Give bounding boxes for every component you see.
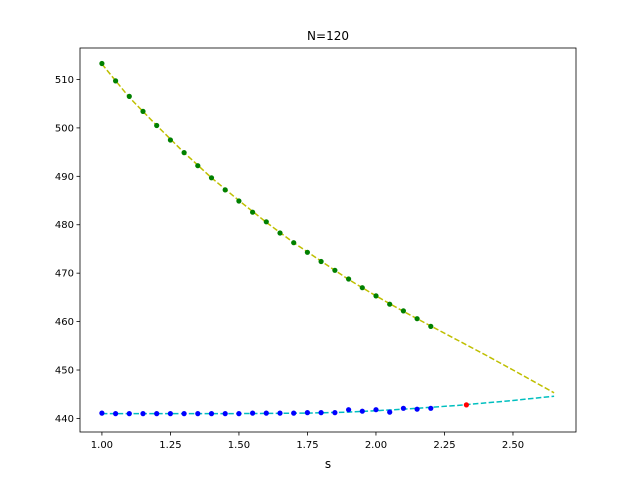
- series-3-point: [428, 405, 434, 411]
- y-tick-label: 450: [55, 366, 74, 377]
- series-1-point: [414, 316, 420, 322]
- series-3-point: [236, 411, 242, 417]
- y-tick-label: 440: [55, 414, 74, 425]
- series-3-point: [99, 410, 105, 416]
- series-3-point: [304, 410, 310, 416]
- series-1-point: [400, 308, 406, 314]
- series-3-point: [140, 411, 146, 417]
- series-3-point: [250, 410, 256, 416]
- y-axis: 440 450 460 470 480 490 500 510: [55, 75, 80, 425]
- series-3-point: [126, 411, 132, 417]
- x-tick-label: 2.50: [502, 440, 524, 451]
- series-1-point: [428, 323, 434, 329]
- plot-area: [99, 60, 555, 417]
- series-3-point: [291, 410, 297, 416]
- series-3-point: [346, 407, 352, 413]
- series-1-point: [387, 301, 393, 307]
- series-1-point: [167, 137, 173, 143]
- series-3-point: [359, 408, 365, 414]
- series-1-point: [291, 240, 297, 246]
- series-1-point: [263, 219, 269, 225]
- series-1-point: [236, 198, 242, 204]
- series-1-point: [250, 209, 256, 215]
- x-tick-label: 1.25: [159, 440, 181, 451]
- series-1-point: [222, 187, 228, 193]
- series-1-point: [373, 293, 379, 299]
- series-1-point: [195, 163, 201, 169]
- y-tick-label: 510: [55, 75, 74, 86]
- series-1-point: [126, 93, 132, 99]
- y-tick-label: 500: [55, 123, 74, 134]
- series-3-point: [113, 411, 119, 417]
- series-3-point: [373, 407, 379, 413]
- series-1-point: [154, 122, 160, 129]
- series-1-point: [304, 249, 310, 255]
- series-3-point: [400, 405, 406, 411]
- series-3-point: [414, 406, 420, 412]
- y-tick-label: 490: [55, 172, 74, 183]
- series-1-point: [113, 78, 119, 84]
- series-4-point: [463, 402, 469, 408]
- series-1-point: [359, 285, 365, 291]
- x-tick-label: 1.50: [228, 440, 250, 451]
- series-1-point: [318, 258, 324, 265]
- x-tick-label: 2.25: [433, 440, 455, 451]
- x-tick-label: 1.00: [91, 440, 113, 451]
- series-1-point: [332, 267, 338, 273]
- series-1-point: [140, 108, 146, 114]
- x-axis-label: s: [325, 457, 331, 471]
- series-3-point: [195, 411, 201, 417]
- x-tick-label: 2.00: [365, 440, 387, 451]
- series-1-point: [277, 230, 283, 236]
- series-3-point: [167, 411, 173, 417]
- series-3-point: [277, 410, 283, 416]
- series-3-point: [222, 411, 228, 417]
- chart-title: N=120: [307, 29, 349, 43]
- series-3-point: [263, 410, 269, 416]
- series-1-point: [181, 150, 187, 156]
- series-3-point: [181, 411, 187, 417]
- x-axis: 1.00 1.25 1.50 1.75 2.00 2.25 2.50: [91, 432, 524, 451]
- y-tick-label: 470: [55, 269, 74, 280]
- x-tick-label: 1.75: [296, 440, 318, 451]
- series-1-point: [208, 175, 215, 181]
- axes-frame: [79, 47, 577, 433]
- series-1-point: [346, 276, 352, 282]
- series-3-point: [332, 410, 338, 416]
- y-tick-label: 480: [55, 220, 74, 231]
- series-3-point: [208, 411, 215, 417]
- series-3-point: [154, 411, 160, 417]
- series-3-point: [387, 409, 393, 415]
- y-tick-label: 460: [55, 317, 74, 328]
- series-3-point: [318, 410, 324, 416]
- series-1-point: [99, 60, 105, 67]
